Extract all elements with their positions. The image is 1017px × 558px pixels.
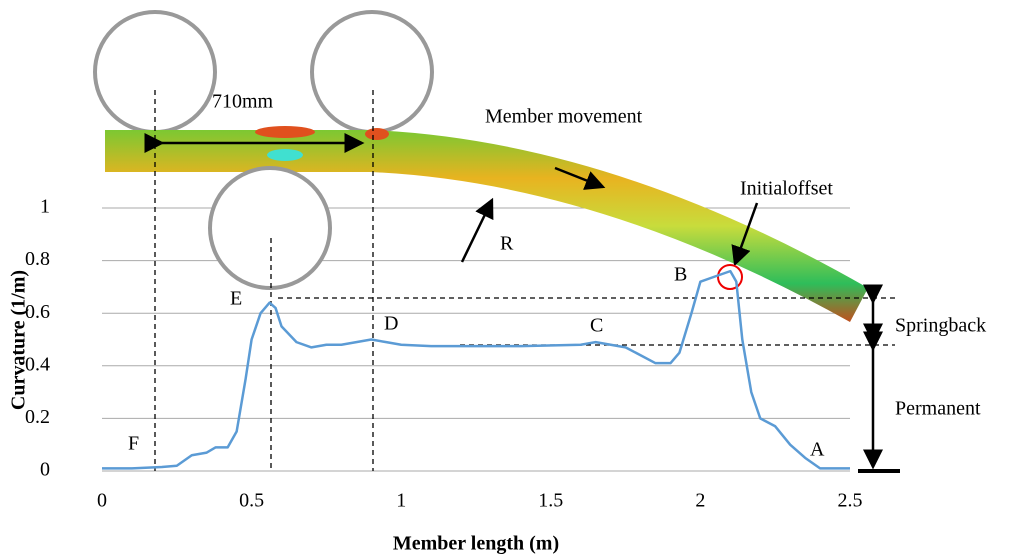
annotation: Permanent [895, 398, 981, 420]
annotation: Initialoffset [740, 178, 833, 200]
y-tick-label: 0 [40, 459, 50, 481]
annotation: E [230, 288, 242, 310]
arrow [462, 200, 492, 262]
offset-marker [718, 265, 742, 289]
roller [210, 168, 330, 288]
y-tick-label: 0.2 [25, 406, 50, 428]
x-axis-label: Member length (m) [393, 533, 559, 555]
annotation: D [384, 313, 398, 335]
y-tick-label: 0.8 [25, 248, 50, 270]
annotation: C [590, 315, 603, 337]
annotation: A [810, 439, 825, 461]
annotation: 710mm [212, 91, 274, 113]
x-tick-label: 2.5 [838, 490, 863, 512]
y-axis-label: Curvature (1/m) [8, 270, 30, 410]
roller [95, 12, 215, 132]
annotation: F [128, 433, 139, 455]
plot [102, 271, 850, 468]
chart: 710mm Member movement R Initialoffset Sp… [0, 0, 1017, 558]
hotspot [255, 126, 315, 138]
x-tick-label: 1.5 [538, 490, 563, 512]
x-tick-label: 0.5 [239, 490, 264, 512]
x-tick-label: 0 [97, 490, 107, 512]
annotation: B [674, 264, 687, 286]
x-tick-label: 1 [396, 490, 406, 512]
annotation: Springback [895, 315, 986, 337]
annotation: Member movement [485, 106, 643, 128]
annotation: R [500, 233, 514, 255]
illustration [95, 12, 900, 471]
y-tick-label: 0.4 [25, 353, 50, 375]
y-tick-label: 1 [40, 196, 50, 218]
roller [312, 12, 432, 132]
x-tick-label: 2 [695, 490, 705, 512]
data-line [102, 271, 850, 468]
hotspot [267, 149, 303, 161]
y-tick-label: 0.6 [25, 301, 50, 323]
hotspot [365, 128, 389, 140]
